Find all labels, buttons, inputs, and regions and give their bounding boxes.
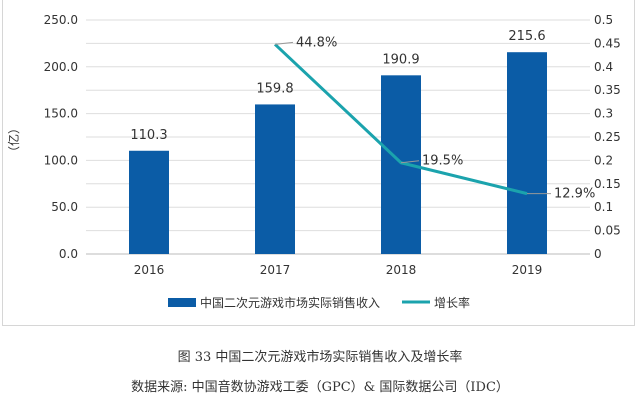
x-tick-label: 2018 (386, 263, 417, 277)
bar (507, 52, 547, 255)
x-tick-label: 2016 (134, 263, 165, 277)
line-value-label: 19.5% (422, 154, 463, 169)
data-source: 数据来源: 中国音数协游戏工委（GPC）& 国际数据公司（IDC） (131, 380, 509, 395)
right-tick-label: 0.4 (594, 60, 613, 74)
right-tick-label: 0.3 (594, 107, 613, 121)
bar-value-label: 215.6 (508, 29, 545, 44)
x-tick-label: 2017 (260, 263, 291, 277)
bar-value-label: 110.3 (130, 128, 167, 143)
line-value-label: 12.9% (554, 187, 595, 202)
bar-value-label: 159.8 (256, 81, 293, 96)
right-tick-label: 0.25 (594, 130, 621, 144)
left-tick-label: 150.0 (44, 107, 78, 121)
chart-frame (2, 0, 635, 326)
left-tick-label: 250.0 (44, 13, 78, 27)
figure-caption: 图 33 中国二次元游戏市场实际销售收入及增长率 (177, 350, 463, 365)
leader-line (274, 41, 294, 45)
legend-swatch-bar (168, 298, 196, 307)
right-tick-label: 0.1 (594, 200, 613, 214)
bar-value-label: 190.9 (382, 52, 419, 67)
right-tick-label: 0.5 (594, 13, 613, 27)
right-tick-label: 0.45 (594, 36, 621, 50)
right-tick-label: 0.15 (594, 177, 621, 191)
legend-label-bar: 中国二次元游戏市场实际销售收入 (200, 295, 380, 310)
legend-label-line: 增长率 (434, 295, 470, 310)
x-tick-label: 2019 (512, 263, 543, 277)
right-tick-label: 0 (594, 247, 602, 261)
y-axis-label: （亿） (6, 122, 21, 158)
left-tick-label: 50.0 (51, 200, 78, 214)
right-tick-label: 0.35 (594, 83, 621, 97)
bar (255, 104, 295, 254)
right-tick-label: 0.05 (594, 224, 621, 238)
left-tick-label: 0.0 (59, 247, 78, 261)
left-tick-label: 200.0 (44, 60, 78, 74)
bar (129, 150, 169, 254)
right-tick-label: 0.2 (594, 153, 613, 167)
leader-line (400, 160, 420, 164)
chart: 0 0.05 0.1 0.15 0.2 0.25 0.3 0.35 0.4 0.45 0.5 0.0 5… (6, 13, 621, 310)
left-tick-label: 100.0 (44, 153, 78, 167)
line-value-label: 44.8% (296, 35, 337, 50)
